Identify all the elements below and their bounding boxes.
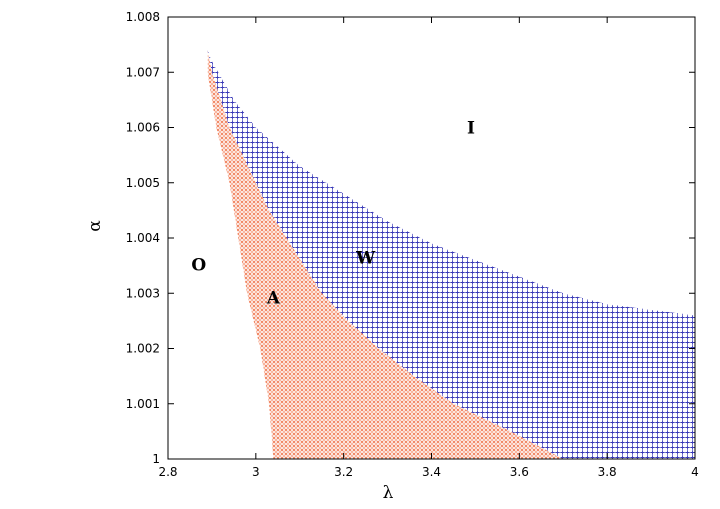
- x-tick-label: 3.2: [334, 465, 353, 479]
- x-tick-label: 4: [691, 465, 699, 479]
- y-tick-label: 1.005: [126, 176, 160, 190]
- y-axis-title: α: [85, 220, 105, 232]
- region-a-markers: [207, 50, 564, 459]
- y-tick-label: 1.008: [126, 10, 160, 24]
- y-tick-label: 1.007: [126, 65, 160, 79]
- x-tick-label: 3.6: [510, 465, 529, 479]
- x-axis-title: λ: [383, 483, 394, 503]
- y-tick-label: 1.004: [126, 231, 160, 245]
- plot-data: [207, 50, 695, 459]
- y-tick-label: 1: [152, 452, 160, 466]
- region-label-i: I: [467, 119, 475, 139]
- labels-layer: I W O A: [191, 119, 475, 309]
- x-tick-label: 3.4: [422, 465, 441, 479]
- region-label-o: O: [191, 256, 206, 276]
- x-tick-label: 2.8: [158, 465, 177, 479]
- x-tick-label: 3.8: [598, 465, 617, 479]
- ticks-layer: 2.8 3 3.2 3.4 3.6 3.8 4 1 1.001 1.002 1.003 1.004 1.…: [126, 10, 699, 479]
- region-label-a: A: [266, 289, 281, 309]
- region-w-markers: [207, 50, 695, 459]
- y-tick-label: 1.002: [126, 342, 160, 356]
- y-tick-label: 1.006: [126, 121, 160, 135]
- y-tick-label: 1.001: [126, 397, 160, 411]
- x-tick-label: 3: [252, 465, 260, 479]
- y-tick-label: 1.003: [126, 286, 160, 300]
- region-label-w: W: [355, 248, 376, 268]
